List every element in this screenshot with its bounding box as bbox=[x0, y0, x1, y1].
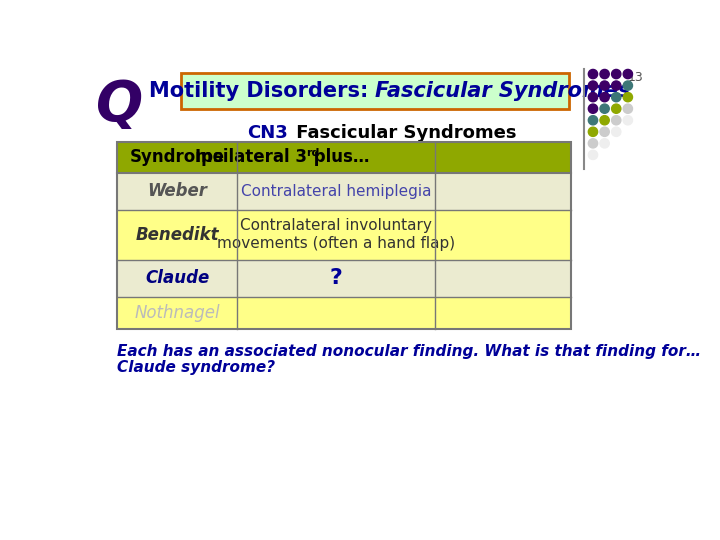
Circle shape bbox=[624, 116, 632, 125]
Circle shape bbox=[600, 81, 609, 90]
Text: Claude syndrome?: Claude syndrome? bbox=[117, 360, 275, 375]
Circle shape bbox=[611, 92, 621, 102]
Text: Each has an associated nonocular finding. What is that finding for…: Each has an associated nonocular finding… bbox=[117, 345, 701, 359]
Text: CN3: CN3 bbox=[247, 124, 287, 141]
Text: Fascicular Syndromes: Fascicular Syndromes bbox=[290, 124, 516, 141]
Text: Weber: Weber bbox=[147, 182, 207, 200]
FancyBboxPatch shape bbox=[181, 72, 569, 110]
Circle shape bbox=[588, 81, 598, 90]
Circle shape bbox=[588, 70, 598, 79]
Circle shape bbox=[600, 70, 609, 79]
Circle shape bbox=[611, 70, 621, 79]
Circle shape bbox=[600, 92, 609, 102]
Circle shape bbox=[600, 127, 609, 137]
Bar bbox=[117, 260, 570, 296]
Circle shape bbox=[611, 127, 621, 137]
Bar bbox=[117, 210, 570, 260]
Text: rd: rd bbox=[307, 148, 320, 158]
Circle shape bbox=[611, 116, 621, 125]
Circle shape bbox=[611, 104, 621, 113]
Circle shape bbox=[588, 92, 598, 102]
Circle shape bbox=[600, 104, 609, 113]
Text: Contralateral hemiplegia: Contralateral hemiplegia bbox=[240, 184, 431, 199]
Circle shape bbox=[588, 139, 598, 148]
Text: Claude: Claude bbox=[145, 269, 210, 287]
Bar bbox=[117, 296, 570, 329]
Text: Ipsilateral 3: Ipsilateral 3 bbox=[194, 148, 307, 166]
Circle shape bbox=[624, 70, 632, 79]
Circle shape bbox=[624, 81, 632, 90]
Text: plus…: plus… bbox=[308, 148, 369, 166]
Text: Contralateral involuntary
movements (often a hand flap): Contralateral involuntary movements (oft… bbox=[217, 218, 455, 251]
Text: Syndrome: Syndrome bbox=[130, 148, 225, 166]
Text: Nothnagel: Nothnagel bbox=[135, 303, 220, 322]
Circle shape bbox=[600, 139, 609, 148]
Text: 13: 13 bbox=[628, 71, 644, 84]
Circle shape bbox=[600, 116, 609, 125]
Text: Fascicular Syndromes: Fascicular Syndromes bbox=[375, 81, 631, 101]
Bar bbox=[117, 173, 570, 210]
Circle shape bbox=[611, 81, 621, 90]
Circle shape bbox=[624, 104, 632, 113]
Circle shape bbox=[588, 116, 598, 125]
Text: ?: ? bbox=[330, 268, 343, 288]
Circle shape bbox=[588, 150, 598, 159]
Circle shape bbox=[588, 127, 598, 137]
Text: Q: Q bbox=[96, 78, 143, 132]
Text: Motility Disorders:: Motility Disorders: bbox=[148, 81, 375, 101]
Circle shape bbox=[588, 104, 598, 113]
Text: Benedikt: Benedikt bbox=[135, 226, 219, 244]
Bar bbox=[117, 142, 570, 173]
Circle shape bbox=[624, 92, 632, 102]
Bar bbox=[117, 142, 570, 329]
